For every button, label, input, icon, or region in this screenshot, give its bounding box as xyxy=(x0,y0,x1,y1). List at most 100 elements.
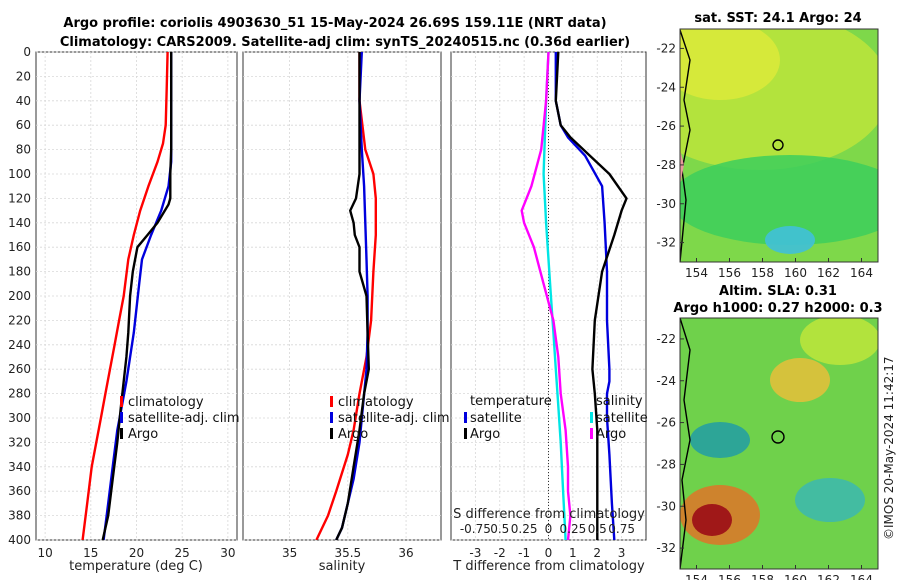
lon-tick-label: 158 xyxy=(751,266,774,280)
legend-label-climatology: climatology xyxy=(128,395,204,410)
difference-panel: -3 -2 -1 0 1 2 3 T difference from climatology… xyxy=(450,51,648,574)
x-tick-label: -3 xyxy=(469,546,481,560)
sla-map: Altim. SLA: 0.31 Argo h1000: 0.27 h2000:… xyxy=(656,284,882,580)
sla-max-core xyxy=(692,504,732,536)
x-tick-label: -1 xyxy=(518,546,530,560)
y-tick-label: 20 xyxy=(16,69,31,83)
salinity-axis-label: salinity xyxy=(319,559,366,574)
lat-tick-label: -24 xyxy=(656,80,676,94)
series-climatology xyxy=(315,52,377,540)
legend-swatch-argo-s xyxy=(330,428,333,439)
temperature-axis-label: temperature (deg C) xyxy=(69,559,203,574)
sla-high-2 xyxy=(770,358,830,402)
lat-tick-label: -24 xyxy=(656,374,676,388)
x2-tick-label: -0.75 xyxy=(460,522,491,536)
lon-tick-label: 160 xyxy=(784,573,807,580)
lon-tick-label: 156 xyxy=(718,573,741,580)
s-difference-tick-labels: -0.75 0.5 0.25 0 0.25 0.5 0.75 xyxy=(460,522,635,536)
x-tick-label: 1 xyxy=(569,546,577,560)
sst-lat-tick-labels: -22 -24 -26 -28 -30 -32 xyxy=(656,41,684,250)
temperature-panel: 0 20 40 60 80 100 120 140 160 180 200 220 240 260 280 3… xyxy=(8,45,240,574)
sla-lon-tick-labels: 154 156 158 160 162 164 xyxy=(685,565,873,580)
y-tick-label: 340 xyxy=(8,460,31,474)
x-tick-label: 3 xyxy=(618,546,626,560)
lat-tick-label: -32 xyxy=(656,541,676,555)
sla-map-frame xyxy=(679,317,879,570)
y-tick-label: 0 xyxy=(23,45,31,59)
legend-label-t-argo: Argo xyxy=(470,427,500,442)
imos-watermark: ©IMOS 20-May-2024 11:42:17 xyxy=(882,356,896,540)
sla-argo-marker xyxy=(771,430,785,444)
lon-tick-label: 158 xyxy=(751,573,774,580)
y-tick-label: 300 xyxy=(8,411,31,425)
legend-swatch-climatology-s xyxy=(330,396,333,407)
sla-low-1 xyxy=(690,422,750,458)
lat-tick-label: -22 xyxy=(656,332,676,346)
sla-map-title-2: Argo h1000: 0.27 h2000: 0.3 xyxy=(673,301,882,316)
legend-header-temperature: temperature xyxy=(470,394,552,409)
salinity-panel: 35 35.5 36 salinity climatology satellite-… xyxy=(242,51,450,574)
difference-profiles xyxy=(520,52,628,540)
x2-tick-label: 0 xyxy=(545,522,553,536)
y-tick-label: 360 xyxy=(8,484,31,498)
sst-cold-patch xyxy=(765,226,815,254)
series-argo xyxy=(335,52,370,540)
difference-legend: temperature salinity satellite Argo sate… xyxy=(464,394,648,442)
x2-tick-label: 0.25 xyxy=(511,522,538,536)
lon-tick-label: 162 xyxy=(817,266,840,280)
sst-warm-core xyxy=(680,29,780,100)
legend-label-satellite-adj: satellite-adj. clim xyxy=(128,411,240,426)
legend-swatch-satellite-adj-s xyxy=(330,412,333,423)
y-tick-label: 80 xyxy=(16,143,31,157)
series-s-argo xyxy=(520,52,572,540)
y-tick-label: 200 xyxy=(8,289,31,303)
difference-gridlines xyxy=(451,51,646,541)
legend-swatch-s-argo xyxy=(590,428,593,439)
x-tick-label: 30 xyxy=(220,546,235,560)
lat-tick-label: -28 xyxy=(656,457,676,471)
x-tick-label: 0 xyxy=(545,546,553,560)
x-tick-label: 2 xyxy=(593,546,601,560)
legend-swatch-satellite-adj xyxy=(120,412,123,423)
sst-argo-marker xyxy=(772,139,784,151)
salinity-tick-labels: 35 35.5 36 xyxy=(282,546,414,560)
y-tick-label: 120 xyxy=(8,191,31,205)
legend-label-s-argo: Argo xyxy=(596,427,626,442)
legend-label-satellite-adj-s: satellite-adj. clim xyxy=(338,411,450,426)
y-tick-label: 180 xyxy=(8,265,31,279)
y-tick-label: 160 xyxy=(8,240,31,254)
x-tick-label: 35.5 xyxy=(334,546,361,560)
salinity-legend: climatology satellite-adj. clim Argo xyxy=(330,395,450,442)
legend-label-argo: Argo xyxy=(128,427,158,442)
sla-lat-tick-labels: -22 -24 -26 -28 -30 -32 xyxy=(656,332,684,555)
lon-tick-label: 156 xyxy=(718,266,741,280)
lat-tick-label: -22 xyxy=(656,41,676,55)
legend-label-climatology-s: climatology xyxy=(338,395,414,410)
legend-header-salinity: salinity xyxy=(596,394,643,409)
sla-low-2 xyxy=(795,478,865,522)
series-t-argo xyxy=(554,52,628,540)
y-tick-label: 140 xyxy=(8,216,31,230)
sst-coastline xyxy=(680,29,691,262)
y-tick-label: 320 xyxy=(8,435,31,449)
title-line-2: Climatology: CARS2009. Satellite-adj cli… xyxy=(60,35,630,50)
lon-tick-label: 164 xyxy=(850,573,873,580)
legend-swatch-climatology xyxy=(120,396,123,407)
t-difference-tick-labels: -3 -2 -1 0 1 2 3 xyxy=(469,546,625,560)
lon-tick-label: 164 xyxy=(850,266,873,280)
series-climatology xyxy=(81,52,169,540)
sst-lon-tick-labels: 154 156 158 160 162 164 xyxy=(685,258,873,280)
x-tick-label: 20 xyxy=(129,546,144,560)
lat-tick-label: -26 xyxy=(656,416,676,430)
sla-map-title-1: Altim. SLA: 0.31 xyxy=(719,284,837,299)
legend-label-argo-s: Argo xyxy=(338,427,368,442)
x2-tick-label: 0.5 xyxy=(490,522,509,536)
x2-tick-label: 0.25 xyxy=(560,522,587,536)
lat-tick-label: -26 xyxy=(656,119,676,133)
s-difference-axis-label: S difference from climatology xyxy=(453,507,645,522)
legend-swatch-argo xyxy=(120,428,123,439)
x-tick-label: 15 xyxy=(83,546,98,560)
lon-tick-label: 160 xyxy=(784,266,807,280)
sla-coastline xyxy=(680,318,691,569)
